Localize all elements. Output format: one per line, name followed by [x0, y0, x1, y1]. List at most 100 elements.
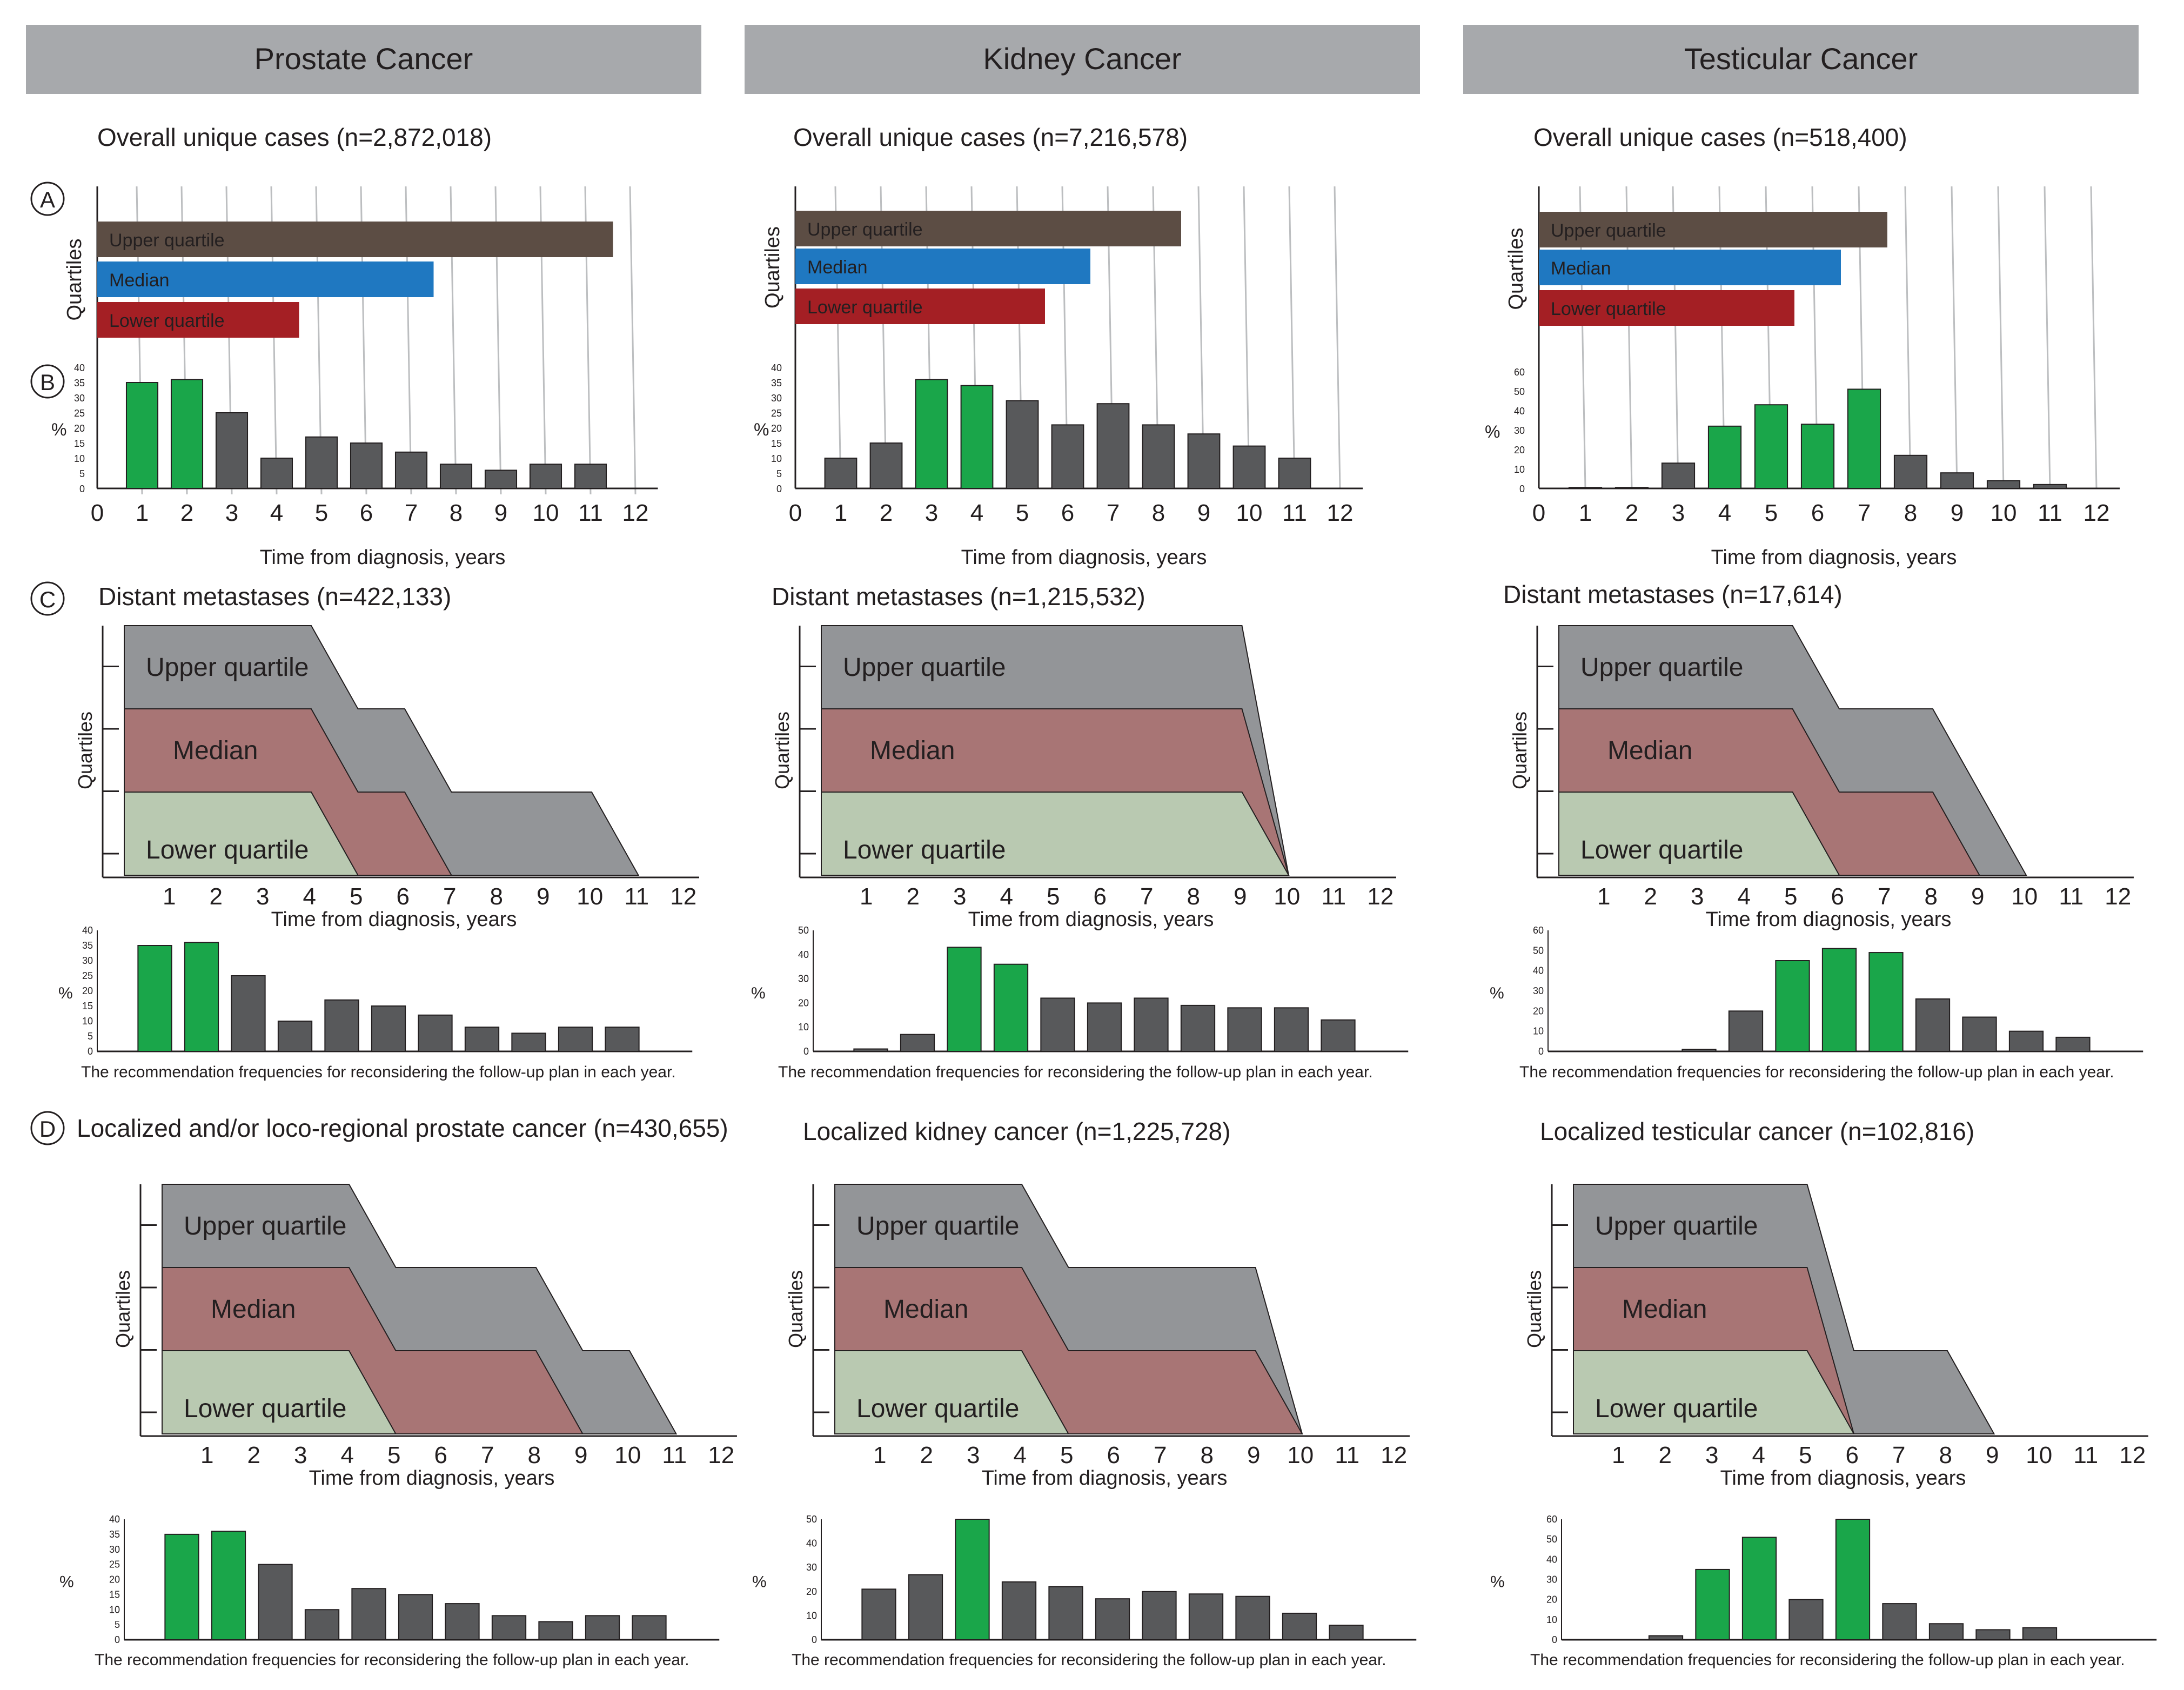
x-tick-label: 11 [2038, 500, 2062, 526]
panel-c-freq-1: 0 10 20 30 40 50% The recommendation frequenci… [751, 925, 1409, 1081]
x-tick-label: 5 [1799, 1442, 1812, 1468]
y-tick-label: 40 [1533, 965, 1544, 976]
freq-bar [605, 1027, 640, 1052]
x-tick-label: 6 [434, 1442, 447, 1468]
freq-bar [861, 1588, 896, 1641]
x-tick-label: 4 [1000, 883, 1013, 910]
freq-bar [1180, 1004, 1216, 1052]
area-lower [162, 1350, 397, 1434]
freq-bar [1915, 998, 1951, 1052]
freq-bar [1728, 1010, 1764, 1052]
freq-bar [215, 412, 249, 489]
header-bg-prostate [26, 25, 701, 94]
freq-bar [277, 1021, 313, 1052]
freq-bar [1648, 1635, 1684, 1640]
x-tick-label: 3 [1691, 883, 1704, 910]
x-tick-label: 2 [920, 1442, 933, 1468]
y-tick-label: 0 [1519, 484, 1525, 494]
freq-bar [1187, 433, 1221, 489]
percent-label: % [751, 984, 766, 1002]
freq-bar [1882, 1603, 1917, 1641]
quartile-bar [795, 249, 1090, 284]
x-tick-label: 8 [1925, 883, 1938, 910]
panel-c-area-2: Quartiles Upper quartile Median Lower quart… [1509, 625, 2134, 931]
x-tick-label: 10 [1236, 500, 1263, 526]
y-tick-label: 0 [1538, 1046, 1544, 1057]
quartiles-label: Quartiles [1509, 712, 1531, 789]
x-axis-title: Time from diagnosis, years [1706, 908, 1952, 931]
area-band-label: Median [1622, 1295, 1707, 1324]
y-tick-label: 10 [109, 1604, 120, 1615]
x-tick-label: 3 [225, 500, 238, 526]
grid-line [1243, 186, 1250, 489]
y-tick-label: 40 [74, 363, 85, 373]
freq-bar [1040, 997, 1075, 1052]
header-bg-testicular [1463, 25, 2139, 94]
freq-bar [538, 1621, 573, 1641]
area-lower [821, 792, 1290, 876]
freq-bar [1142, 424, 1175, 489]
y-tick-label: 40 [1546, 1554, 1557, 1565]
freq-bar [1775, 960, 1810, 1052]
freq-bar [993, 963, 1029, 1052]
x-tick-label: 2 [210, 883, 223, 910]
x-tick-label: 2 [880, 500, 893, 526]
grid-line [1904, 186, 1912, 489]
freq-bar [1986, 480, 2021, 489]
panel-ab-0: Quartiles Upper quartile Median Lower quart… [51, 186, 658, 569]
y-tick-label: 0 [812, 1634, 817, 1645]
percent-label: % [1490, 1573, 1505, 1591]
freq-bar [211, 1531, 246, 1641]
quartile-bar-label: Median [109, 270, 170, 291]
area-band-label: Lower quartile [1595, 1394, 1758, 1423]
area-band-label: Lower quartile [184, 1394, 347, 1423]
x-tick-label: 9 [1971, 883, 1984, 910]
x-tick-label: 6 [1107, 1442, 1120, 1468]
localized-title-kidney: Localized kidney cancer (n=1,225,728) [803, 1117, 1230, 1145]
y-tick-label: 40 [109, 1514, 120, 1525]
freq-bar [464, 1027, 500, 1052]
freq-bar [1975, 1629, 2011, 1641]
y-tick-label: 10 [806, 1610, 817, 1621]
y-tick-label: 0 [1552, 1634, 1557, 1645]
y-tick-label: 30 [1514, 425, 1525, 436]
x-tick-label: 10 [2026, 1442, 2052, 1468]
freq-bar [1006, 400, 1039, 489]
x-tick-label: 3 [256, 883, 269, 910]
x-tick-label: 2 [247, 1442, 260, 1468]
freq-bar [1800, 424, 1835, 489]
quartile-bar-label: Median [807, 257, 868, 278]
freq-bar [1227, 1007, 1262, 1052]
x-tick-label: 6 [1061, 500, 1074, 526]
x-tick-label: 12 [2083, 500, 2110, 526]
y-tick-label: 30 [806, 1562, 817, 1573]
x-tick-label: 7 [1154, 1442, 1167, 1468]
freq-bar [398, 1594, 433, 1640]
x-tick-label: 5 [315, 500, 328, 526]
freq-bar [1282, 1612, 1317, 1640]
freq-bar [1868, 952, 1904, 1052]
x-tick-label: 4 [341, 1442, 354, 1468]
y-tick-label: 40 [1514, 406, 1525, 417]
y-tick-label: 15 [74, 438, 85, 449]
quartile-bar-label: Median [1551, 258, 1611, 279]
area-band-label: Upper quartile [146, 653, 309, 682]
y-tick-label: 35 [82, 940, 93, 951]
x-tick-label: 1 [873, 1442, 886, 1468]
x-tick-label: 12 [2105, 883, 2131, 910]
y-tick-label: 0 [79, 484, 85, 494]
freq-bar [853, 1048, 888, 1052]
x-tick-label: 12 [670, 883, 696, 910]
y-tick-label: 40 [798, 949, 809, 960]
freq-bar [1893, 454, 1928, 489]
area-lower [1558, 792, 1840, 876]
x-tick-label: 7 [1858, 500, 1871, 526]
freq-bar [869, 442, 903, 489]
x-tick-label: 9 [494, 500, 507, 526]
freq-bar [184, 942, 219, 1052]
y-tick-label: 10 [1533, 1026, 1544, 1037]
area-band-label: Median [211, 1295, 296, 1324]
freq-bar [1321, 1019, 1356, 1052]
quartile-bar [795, 289, 1045, 324]
y-tick-label: 40 [806, 1538, 817, 1549]
